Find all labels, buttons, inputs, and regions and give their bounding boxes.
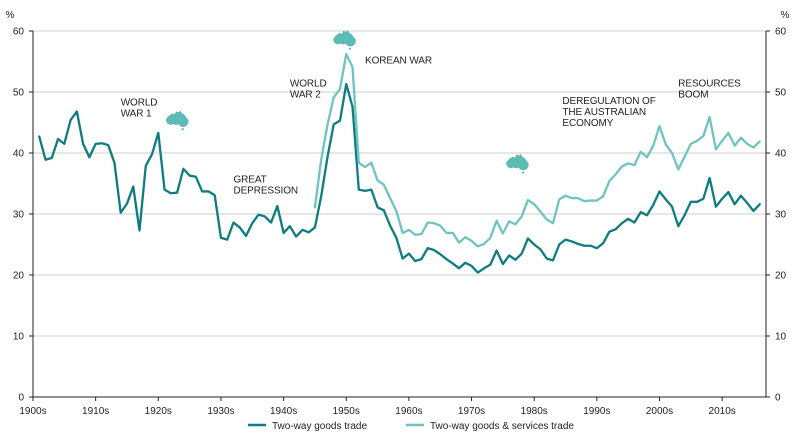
x-tick-label: 2000s [646, 406, 673, 417]
series-line [313, 53, 761, 248]
tasmania-shape [521, 171, 524, 174]
australia-shape [165, 110, 189, 128]
x-tick-label: 2010s [709, 406, 736, 417]
annotation-label: WORLD WAR 1 [121, 97, 158, 119]
annotation-label: KOREAN WAR [365, 55, 432, 66]
annotation-line: THE AUSTRALIAN [562, 107, 646, 118]
annotation-label: DEREGULATION OF THE AUSTRALIAN ECONOMY [562, 96, 655, 129]
annotation-label: WORLD WAR 2 [290, 79, 327, 101]
annotation-line: DEREGULATION OF [562, 96, 655, 107]
annotation-line: DEPRESSION [233, 185, 298, 196]
x-tick-label: 1960s [395, 406, 422, 417]
y-tick-label-right: 60 [775, 27, 787, 38]
annotation-label: GREAT DEPRESSION [233, 174, 298, 196]
australia-map-icon [506, 153, 529, 174]
annotation-line: WORLD [121, 97, 158, 108]
y-tick-label-right: 10 [775, 332, 787, 343]
y-tick-label-left: 60 [13, 27, 25, 38]
y-tick-label-right: 30 [775, 210, 787, 221]
y-tick-label-left: 50 [13, 88, 25, 99]
y-tick-label-left: 20 [13, 271, 25, 282]
annotation-line: BOOM [678, 90, 708, 101]
legend-label: Two-way goods & services trade [430, 421, 574, 432]
x-tick-label: 1930s [207, 406, 234, 417]
legend: Two-way goods trade Two-way goods & servi… [248, 421, 574, 432]
y-unit-left: % [6, 10, 15, 21]
x-tick-label: 1920s [145, 406, 172, 417]
tasmania-shape [181, 128, 184, 131]
x-tick-label: 1910s [82, 406, 109, 417]
gridlines [33, 30, 766, 337]
annotation-line: WAR 2 [290, 90, 321, 101]
annotation-line: KOREAN WAR [365, 55, 432, 66]
x-tick-label: 1970s [458, 406, 485, 417]
x-tick-label: 1940s [270, 406, 297, 417]
annotation-line: WAR 1 [121, 108, 152, 119]
x-tick-label: 1950s [333, 406, 360, 417]
australia-shape [333, 29, 356, 47]
y-unit-right: % [781, 10, 790, 21]
annotation-line: ECONOMY [562, 118, 613, 129]
axes: 0 0 10 10 20 20 30 30 40 40 50 50 60 60% % 1900s 1910s 19… [6, 10, 790, 417]
x-tick-label: 1980s [521, 406, 548, 417]
y-tick-label-left: 40 [13, 149, 25, 160]
annotation-line: GREAT [233, 174, 266, 185]
annotation-label: RESOURCES BOOM [678, 79, 741, 101]
australia-map-icon [165, 110, 189, 131]
y-tick-label-right: 50 [775, 88, 787, 99]
annotation-line: WORLD [290, 79, 327, 90]
australia-shape [506, 153, 529, 171]
y-tick-label-left: 30 [13, 210, 25, 221]
annotation-line: RESOURCES [678, 79, 741, 90]
y-tick-label-right: 0 [775, 393, 781, 404]
y-tick-label-right: 20 [775, 271, 787, 282]
legend-label: Two-way goods trade [272, 421, 367, 432]
y-tick-label-right: 40 [775, 149, 787, 160]
y-tick-label-left: 10 [13, 332, 25, 343]
y-tick-label-left: 0 [18, 393, 24, 404]
x-tick-label: 1990s [583, 406, 610, 417]
australia-markers [165, 29, 529, 174]
australia-map-icon [333, 29, 356, 50]
tasmania-shape [348, 47, 352, 50]
x-tick-label: 1900s [19, 406, 46, 417]
series-lines [38, 53, 761, 274]
series-line [38, 82, 761, 274]
